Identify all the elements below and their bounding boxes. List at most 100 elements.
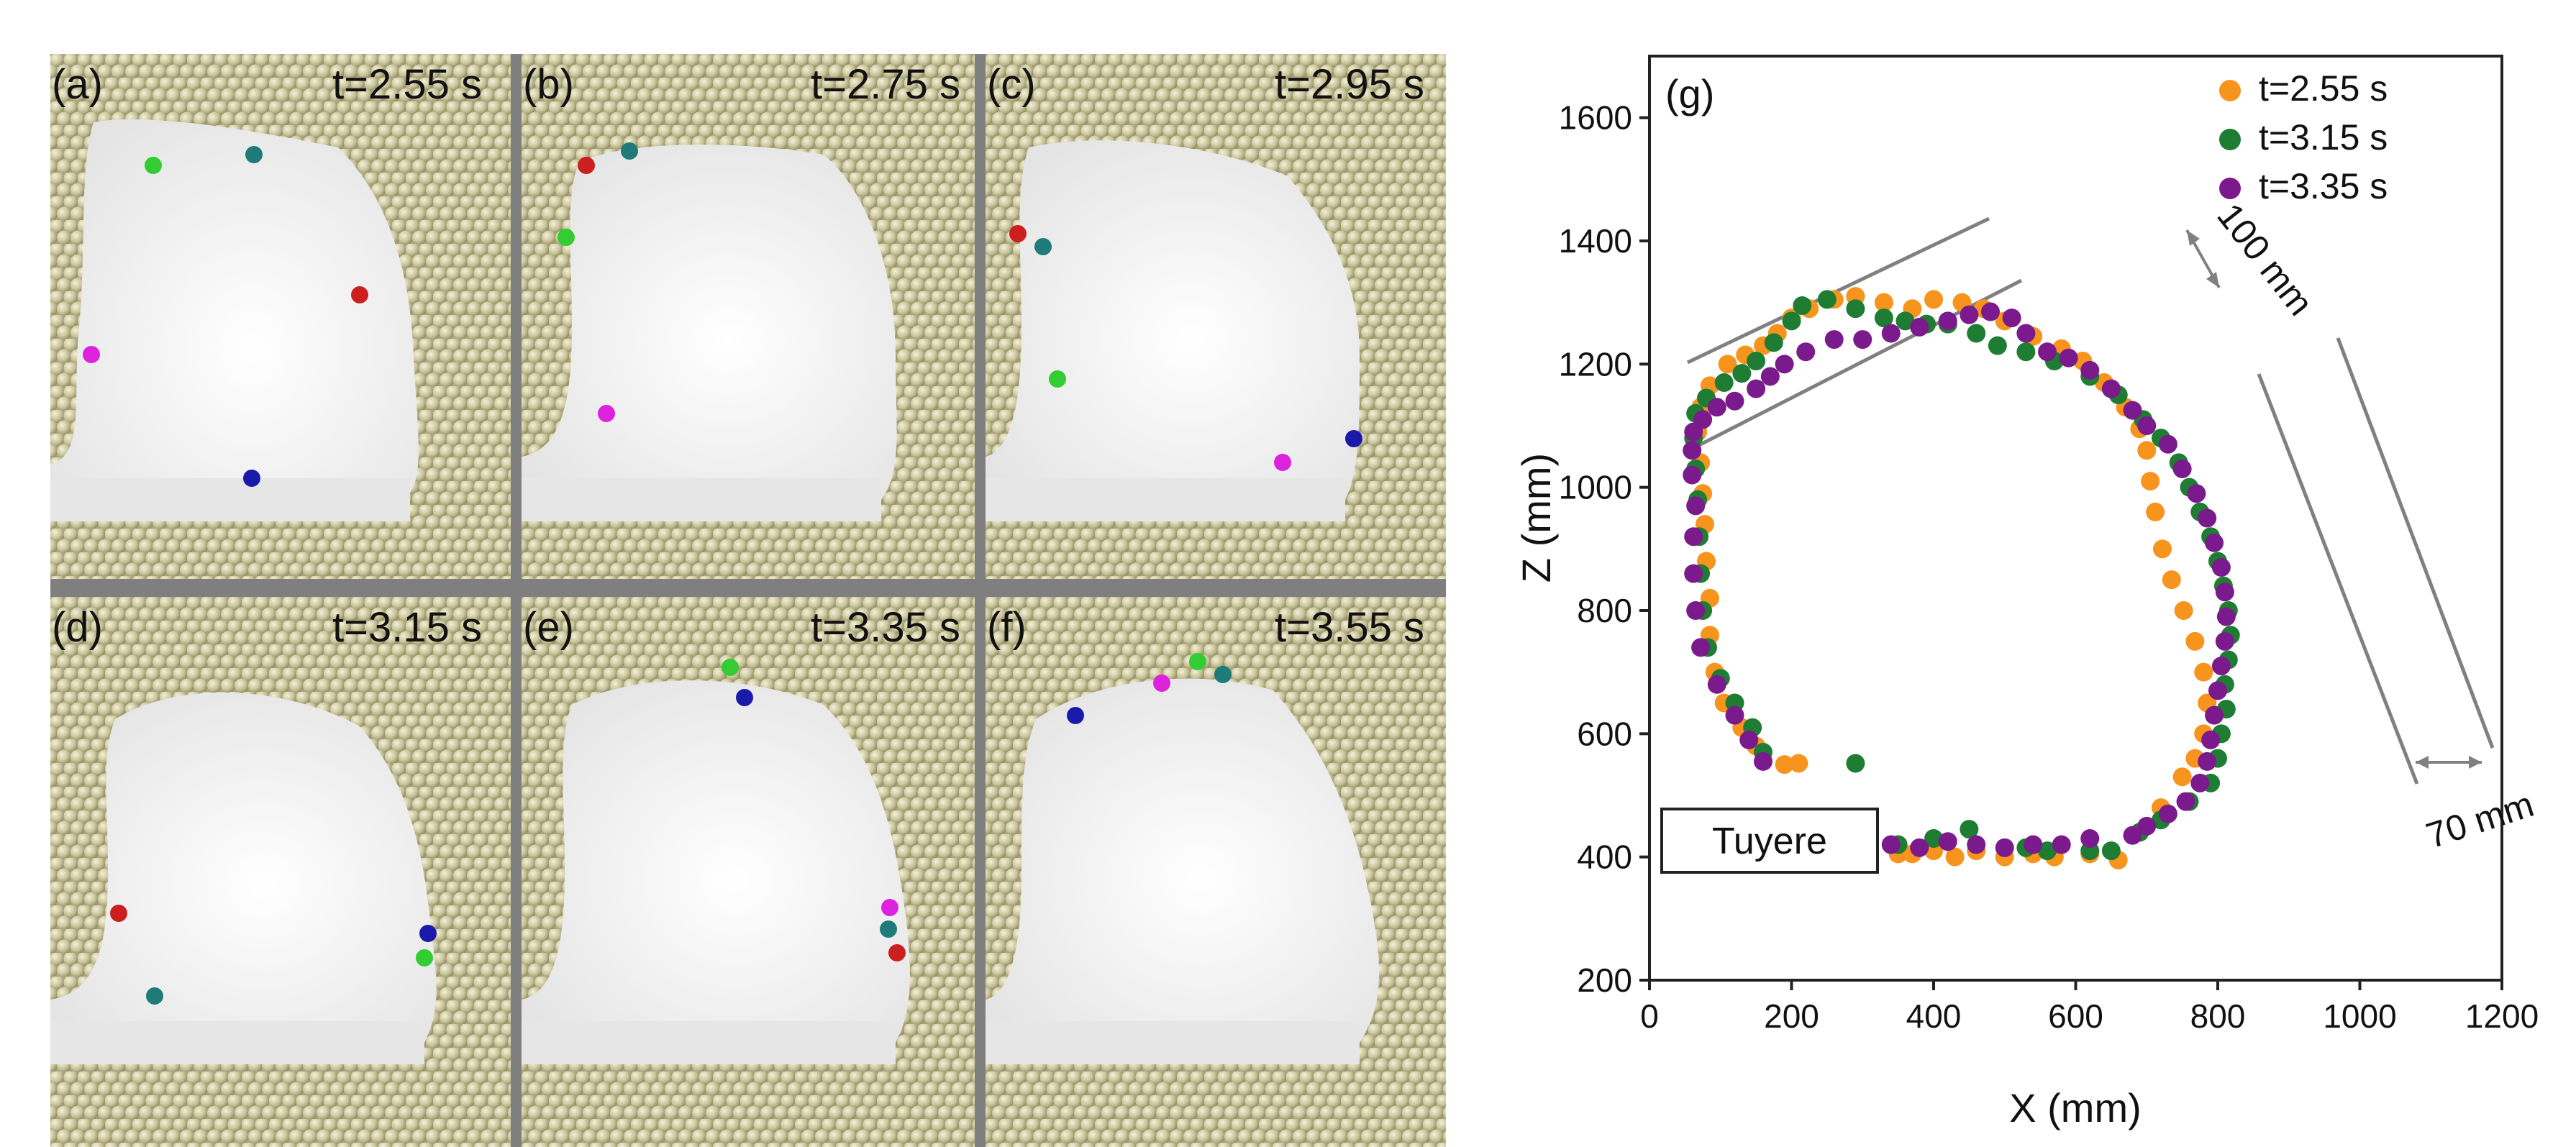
data-point bbox=[2201, 730, 2221, 749]
arrowhead bbox=[2187, 230, 2200, 246]
tracer-particle bbox=[1153, 675, 1170, 692]
raceway-cavity bbox=[50, 692, 437, 1043]
panel-divider bbox=[511, 54, 522, 1147]
data-point bbox=[2216, 607, 2236, 626]
y-tick-label: 1600 bbox=[1559, 99, 1632, 137]
raceway-cavity bbox=[522, 680, 910, 1043]
axes: 0 200 400 600 800 1000 12002004006008001000120… bbox=[1559, 99, 2539, 1035]
data-point bbox=[2080, 828, 2100, 848]
data-point bbox=[2211, 657, 2231, 676]
legend: t=2.55 s t=3.15 s t=3.35 s bbox=[2219, 68, 2388, 206]
data-point bbox=[2002, 309, 2021, 328]
panel-time: t=3.15 s bbox=[332, 604, 482, 651]
data-point bbox=[1793, 296, 1812, 315]
data-point bbox=[1874, 293, 1893, 312]
data-point bbox=[1988, 336, 2007, 355]
tracer-particle bbox=[1214, 666, 1232, 683]
data-point bbox=[1910, 317, 1929, 337]
data-point bbox=[2146, 502, 2165, 521]
data-point bbox=[2172, 767, 2192, 787]
tuyere-opening bbox=[50, 478, 410, 521]
tracer-particle bbox=[1067, 707, 1084, 724]
x-tick-label: 0 bbox=[1640, 997, 1659, 1035]
data-point bbox=[2141, 472, 2160, 491]
data-point bbox=[2158, 804, 2177, 823]
x-tick-label: 200 bbox=[1764, 997, 1819, 1035]
data-point bbox=[1938, 832, 1957, 851]
tracer-particle bbox=[1189, 653, 1206, 670]
panel-b: (b) t=2.75 s bbox=[522, 54, 982, 579]
tracer-particle bbox=[416, 949, 433, 967]
tracer-particle bbox=[351, 286, 368, 303]
data-point bbox=[2016, 324, 2036, 343]
dimension-label-100mm: 100 mm bbox=[2209, 196, 2321, 323]
data-point bbox=[1796, 342, 1816, 362]
data-point bbox=[1684, 527, 1703, 547]
arrowhead bbox=[2416, 756, 2429, 769]
series-layer bbox=[1683, 287, 2240, 869]
tracer-particle bbox=[722, 659, 739, 676]
data-point bbox=[1960, 305, 1979, 324]
data-point bbox=[1725, 391, 1744, 411]
panel-time: t=3.35 s bbox=[811, 604, 960, 651]
data-point bbox=[1924, 828, 1943, 848]
data-point bbox=[1775, 355, 1794, 374]
x-tick-label: 600 bbox=[2048, 997, 2103, 1035]
tracer-particle bbox=[881, 899, 898, 916]
tracer-particle bbox=[145, 157, 162, 174]
data-point bbox=[1895, 311, 1915, 331]
guide-line bbox=[2257, 373, 2419, 785]
data-point bbox=[2174, 601, 2193, 620]
data-point bbox=[2123, 826, 2142, 845]
y-tick-label: 1400 bbox=[1559, 222, 1632, 260]
data-point bbox=[1995, 838, 2014, 857]
tracer-particle bbox=[621, 142, 638, 160]
data-point bbox=[1739, 730, 1759, 749]
data-point bbox=[2101, 841, 2121, 861]
panel-label: (d) bbox=[52, 604, 103, 651]
raceway-boundary-chart: 0 200 400 600 800 1000 12002004006008001000120… bbox=[1514, 55, 2539, 1130]
data-point bbox=[2208, 681, 2227, 700]
panel-d: (d) t=3.15 s bbox=[50, 597, 511, 1147]
data-point bbox=[1764, 333, 1783, 352]
series-3 bbox=[1683, 302, 2236, 857]
legend-label: t=2.55 s bbox=[2259, 68, 2388, 109]
data-point bbox=[2052, 835, 2071, 854]
data-point bbox=[2176, 792, 2195, 811]
panel-f: (f) t=3.55 s bbox=[986, 597, 1446, 1147]
tracer-particle bbox=[243, 470, 260, 487]
data-point bbox=[1938, 311, 1957, 331]
data-point bbox=[2024, 835, 2043, 854]
panel-a: (a) t=2.55 s bbox=[50, 54, 511, 579]
data-point bbox=[2190, 773, 2210, 792]
tuyere-opening bbox=[986, 478, 1345, 521]
simulation-panel-grid: (a) t=2.55 s (b) t=2.75 s (c) t=2.95 s bbox=[50, 54, 1446, 1147]
tuyere-annotation: Tuyere bbox=[1660, 808, 1879, 874]
data-point bbox=[2215, 631, 2234, 651]
data-point bbox=[2080, 360, 2100, 380]
data-point bbox=[2152, 539, 2172, 559]
panel-c: (c) t=2.95 s bbox=[986, 54, 1446, 579]
data-point bbox=[1846, 754, 1865, 773]
x-tick-label: 1200 bbox=[2465, 997, 2539, 1035]
panel-time: t=2.75 s bbox=[811, 61, 960, 108]
data-point bbox=[1789, 754, 1808, 773]
guide-line bbox=[1686, 216, 1990, 365]
data-point bbox=[1707, 398, 1726, 417]
panel-label: (c) bbox=[987, 61, 1036, 108]
data-point bbox=[1691, 638, 1711, 657]
x-tick-label: 400 bbox=[1906, 997, 1962, 1035]
tracer-particle bbox=[888, 944, 906, 961]
panel-label: (a) bbox=[52, 61, 103, 108]
tracer-particle bbox=[1009, 225, 1027, 242]
tracer-particle bbox=[245, 146, 263, 163]
tracer-particle bbox=[1345, 430, 1362, 447]
panel-time: t=3.55 s bbox=[1275, 604, 1424, 651]
tuyere-label: Tuyere bbox=[1712, 821, 1827, 862]
raceway-cavity bbox=[50, 119, 419, 536]
data-point bbox=[2211, 558, 2231, 577]
y-tick-label: 400 bbox=[1577, 838, 1632, 876]
data-point bbox=[1747, 379, 1766, 398]
data-point bbox=[1683, 441, 1702, 460]
data-point bbox=[2137, 441, 2157, 460]
